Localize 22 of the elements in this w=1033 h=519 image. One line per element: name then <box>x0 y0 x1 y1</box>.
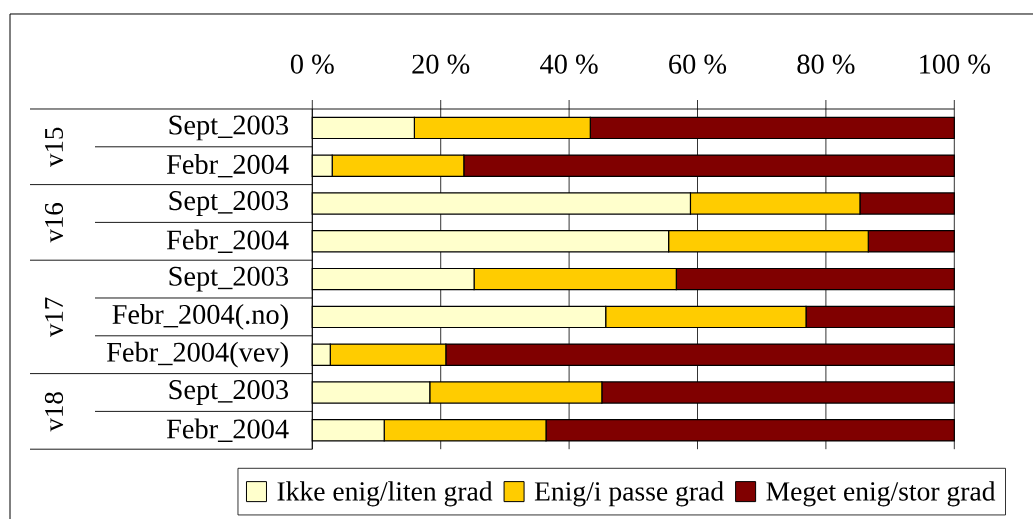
y-tick-label: Sept_2003 <box>169 191 288 216</box>
y-tick-label: Sept_2003 <box>169 115 288 141</box>
y-tick-label: Sept_2003 <box>169 266 288 292</box>
text: v16 <box>44 203 64 243</box>
x-tick-label: 100 % <box>920 54 990 74</box>
legend-label: Meget enig/stor grad <box>766 481 996 507</box>
x-tick-label: 80 % <box>797 54 855 74</box>
text: v17 <box>44 297 64 338</box>
x-tick-label: 20 % <box>412 54 470 74</box>
x-tick-label: 60 % <box>669 54 727 74</box>
legend-label: Enig/i passe grad <box>534 481 724 507</box>
y-tick-label: Febr_2004 <box>166 154 289 178</box>
x-tick-label: 40 % <box>540 54 598 74</box>
text: v15 <box>44 127 64 167</box>
y-tick-label: Febr_2004(vev) <box>106 341 288 368</box>
legend-label: Ikke enig/liten grad <box>277 481 493 507</box>
x-tick-label: 0 % <box>290 54 334 74</box>
y-tick-label: Febr_2004(.no) <box>112 304 288 330</box>
y-tick-label: Sept_2003 <box>169 380 288 405</box>
y-tick-label: Febr_2004 <box>166 229 289 253</box>
text: v18 <box>44 392 64 432</box>
y-tick-label: Febr_2004 <box>166 418 289 442</box>
